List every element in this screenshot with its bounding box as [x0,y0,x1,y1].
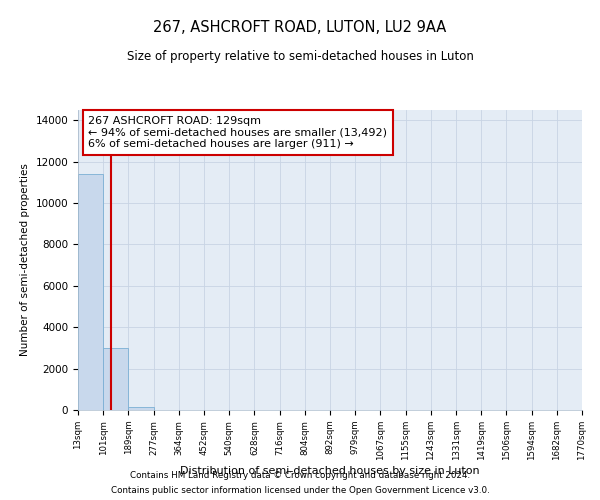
Bar [103,348,128,410]
Text: 267 ASHCROFT ROAD: 129sqm
← 94% of semi-detached houses are smaller (13,492)
6% : 267 ASHCROFT ROAD: 129sqm ← 94% of semi-… [88,116,387,149]
Text: 267, ASHCROFT ROAD, LUTON, LU2 9AA: 267, ASHCROFT ROAD, LUTON, LU2 9AA [154,20,446,35]
X-axis label: Distribution of semi-detached houses by size in Luton: Distribution of semi-detached houses by … [180,466,480,475]
Text: Contains public sector information licensed under the Open Government Licence v3: Contains public sector information licen… [110,486,490,495]
Bar [128,407,154,410]
Text: Contains HM Land Registry data © Crown copyright and database right 2024.: Contains HM Land Registry data © Crown c… [130,471,470,480]
Y-axis label: Number of semi-detached properties: Number of semi-detached properties [20,164,30,356]
Text: Size of property relative to semi-detached houses in Luton: Size of property relative to semi-detach… [127,50,473,63]
Bar [78,174,103,410]
